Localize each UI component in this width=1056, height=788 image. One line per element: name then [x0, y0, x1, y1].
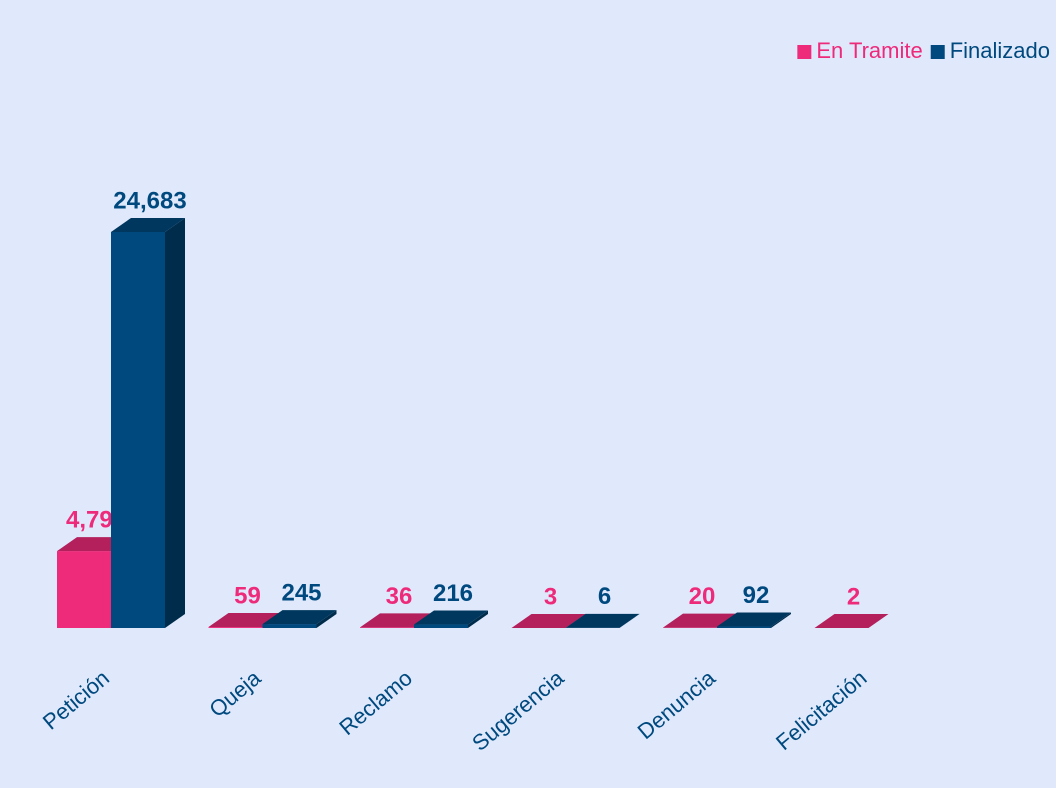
data-label: 59	[234, 582, 261, 609]
bar-side	[468, 610, 488, 628]
bar-top	[511, 613, 586, 628]
legend-swatch	[930, 45, 945, 59]
bar-side	[165, 218, 185, 628]
bar	[208, 627, 263, 628]
data-label: 20	[689, 583, 716, 610]
legend-label: En Tramite	[816, 38, 922, 63]
bar	[111, 232, 165, 628]
bar-top	[414, 610, 488, 625]
bar-side	[619, 613, 640, 628]
bar-side	[316, 610, 337, 628]
bar-side	[771, 612, 791, 628]
bar-top	[663, 613, 737, 628]
legend-swatch	[797, 45, 812, 59]
data-label: 216	[433, 580, 473, 607]
bar-top	[565, 613, 640, 628]
bar-top	[717, 612, 791, 627]
data-label: 24,683	[113, 187, 186, 214]
bar	[262, 624, 317, 628]
data-label: 3	[544, 583, 557, 610]
bar	[717, 626, 771, 628]
bar	[360, 627, 414, 628]
bar-top	[111, 218, 185, 232]
data-label: 36	[386, 583, 413, 610]
data-label: 2	[847, 583, 860, 610]
bar-side	[868, 613, 889, 628]
legend: Finalizado En Tramite	[797, 38, 1050, 63]
bar-top	[262, 610, 337, 625]
data-label: 6	[598, 583, 611, 610]
bar	[414, 624, 468, 628]
data-label: 245	[281, 579, 321, 606]
bar-top	[814, 613, 889, 628]
legend-label: Finalizado	[950, 38, 1050, 63]
bar	[57, 551, 111, 628]
data-label: 92	[743, 582, 770, 609]
